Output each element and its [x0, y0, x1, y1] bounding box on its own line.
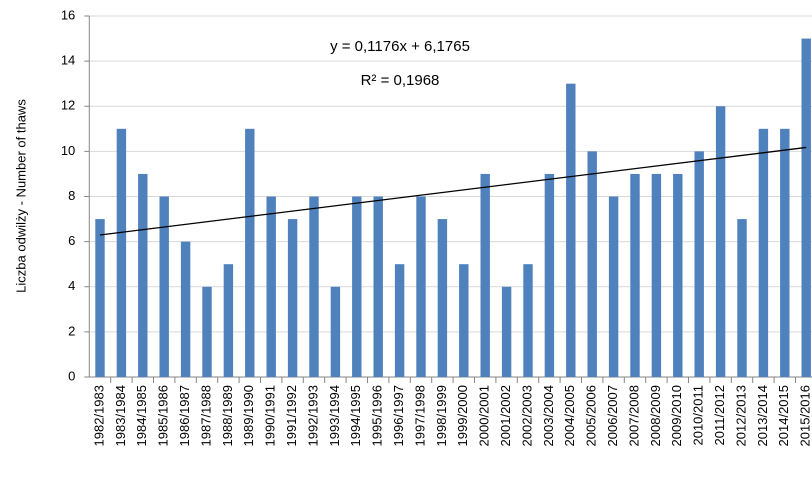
bar — [159, 196, 169, 377]
bar — [202, 286, 212, 377]
y-tick-label: 2 — [68, 323, 75, 338]
bar — [373, 196, 383, 377]
bar — [758, 128, 769, 377]
bar — [394, 264, 405, 377]
bar — [501, 286, 512, 377]
x-tick-label: 1994/1995 — [348, 385, 363, 446]
bar — [245, 128, 255, 377]
y-tick-label: 8 — [68, 188, 75, 203]
bar — [523, 264, 533, 377]
x-tick-label: 1991/1992 — [284, 385, 299, 446]
trendline-equation: y = 0,1176x + 6,1765 — [330, 38, 470, 55]
x-tick-label: 2011/2012 — [712, 385, 727, 446]
bar — [673, 173, 683, 377]
bar — [587, 151, 597, 377]
y-tick-label: 0 — [68, 368, 75, 383]
x-tick-label: 1982/1983 — [91, 385, 106, 446]
y-axis-title: Liczba odwilży - Number of thaws — [13, 99, 28, 293]
y-tick-label: 16 — [61, 7, 75, 22]
bar — [266, 196, 276, 377]
x-tick-label: 1992/1993 — [305, 385, 320, 446]
bar — [651, 173, 662, 377]
x-tick-label: 2010/2011 — [691, 385, 706, 446]
x-tick-label: 2004/2005 — [562, 385, 577, 446]
x-tick-label: 2000/2001 — [477, 385, 492, 446]
x-tick-label: 2015/2016 — [798, 385, 812, 446]
x-tick-label: 2009/2010 — [669, 385, 684, 446]
y-tick-label: 6 — [68, 233, 75, 248]
trendline-r-squared: R² = 0,1968 — [361, 72, 440, 89]
x-tick-label: 1985/1986 — [156, 385, 171, 446]
bar — [780, 128, 790, 377]
bar — [630, 173, 640, 377]
y-tick-label: 12 — [61, 98, 75, 113]
x-tick-label: 1983/1984 — [113, 385, 128, 446]
x-tick-label: 2008/2009 — [648, 385, 663, 446]
bar — [309, 196, 319, 377]
bar — [459, 264, 469, 377]
bar — [352, 196, 362, 377]
x-tick-label: 1996/1997 — [391, 385, 406, 446]
x-tick-label: 2003/2004 — [541, 385, 556, 446]
bar — [95, 219, 105, 377]
x-tick-label: 1987/1988 — [198, 385, 213, 446]
x-tick-label: 2012/2013 — [733, 385, 748, 446]
y-tick-label: 4 — [68, 278, 75, 293]
x-tick-label: 2002/2003 — [519, 385, 534, 446]
x-tick-label: 1986/1987 — [177, 385, 192, 446]
x-tick-label: 1984/1985 — [134, 385, 149, 446]
x-tick-label: 1988/1989 — [220, 385, 235, 446]
bar — [116, 128, 127, 377]
x-tick-label: 1995/1996 — [370, 385, 385, 446]
bar — [330, 286, 341, 377]
bar — [737, 219, 747, 377]
x-tick-label: 2006/2007 — [605, 385, 620, 446]
bar — [180, 241, 191, 377]
bar — [287, 219, 298, 377]
x-tick-label: 1990/1991 — [263, 385, 278, 446]
bar — [801, 38, 811, 377]
x-tick-label: 1989/1990 — [241, 385, 256, 446]
trendline — [99, 146, 807, 236]
bar — [416, 196, 426, 377]
x-tick-label: 1997/1998 — [412, 385, 427, 446]
x-tick-label: 1993/1994 — [327, 385, 342, 446]
bar — [437, 219, 448, 377]
bar — [223, 264, 234, 377]
bar — [138, 173, 148, 377]
bar — [608, 196, 619, 377]
bar — [566, 83, 576, 377]
y-tick-label: 10 — [61, 143, 75, 158]
x-tick-label: 2005/2006 — [584, 385, 599, 446]
x-tick-label: 2013/2014 — [755, 385, 770, 446]
bar — [694, 151, 704, 377]
x-tick-label: 1998/1999 — [434, 385, 449, 446]
x-tick-label: 2014/2015 — [776, 385, 791, 446]
x-tick-label: 2001/2002 — [498, 385, 513, 446]
y-tick-label: 14 — [61, 53, 75, 68]
bar — [715, 106, 726, 377]
x-tick-label: 2007/2008 — [626, 385, 641, 446]
x-tick-label: 1999/2000 — [455, 385, 470, 446]
bar — [480, 173, 490, 377]
bar — [544, 173, 555, 377]
